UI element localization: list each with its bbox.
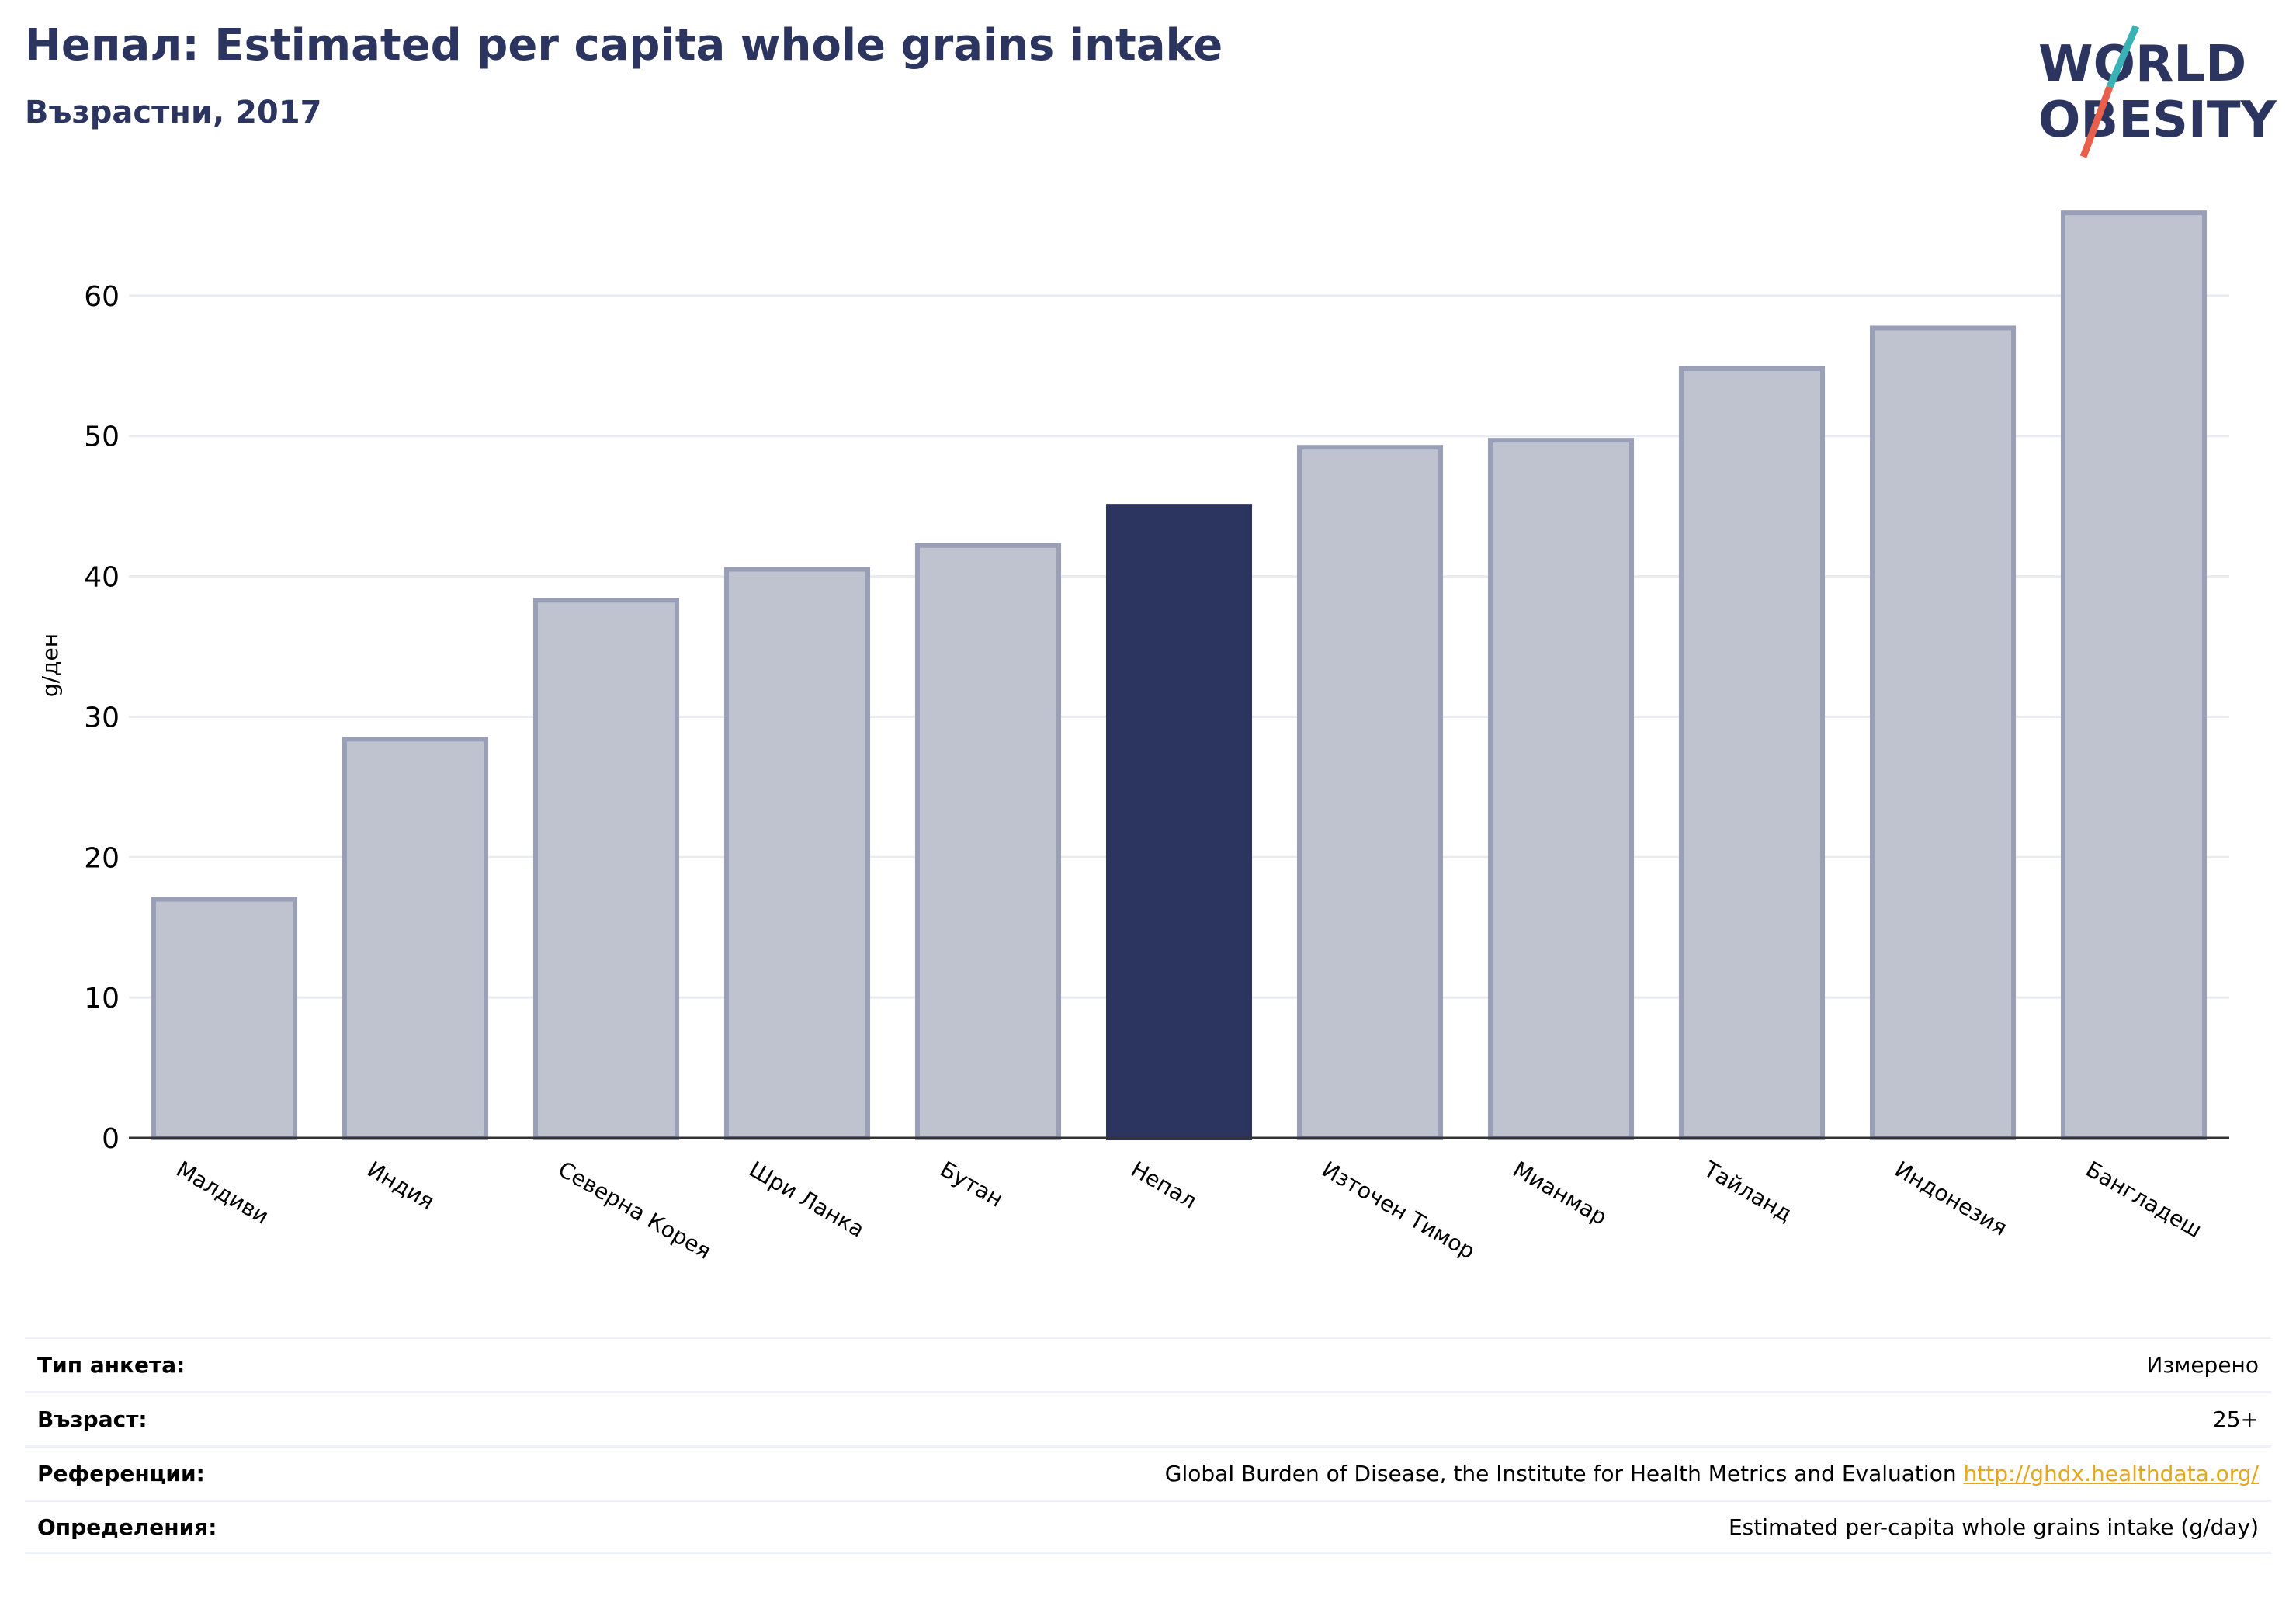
- bar-4[interactable]: [914, 543, 1062, 1140]
- bar-3[interactable]: [723, 567, 871, 1140]
- info-table: Тип анкета: Измерено Възраст: 25+ Рефере…: [25, 1337, 2271, 1554]
- x-tick-label: Индия: [363, 1156, 439, 1214]
- info-label: Тип анкета:: [37, 1352, 186, 1378]
- reference-text: Global Burden of Disease, the Institute …: [1164, 1461, 1957, 1486]
- y-tick-labels: 0 10 20 30 40 50 60: [84, 281, 120, 1155]
- x-tick-labels: Малдиви Индия Северна Корея Шри Ланка Бутан Н…: [172, 1156, 2207, 1264]
- info-value: 25+: [2212, 1406, 2259, 1432]
- bar-chart: 0 10 20 30 40 50 60 Малдиви Индия Северна Корея Ш…: [37, 210, 2229, 1264]
- y-tick-label: 60: [84, 281, 120, 313]
- x-tick-label: Шри Ланка: [745, 1156, 869, 1242]
- x-tick-label: Непал: [1127, 1156, 1202, 1213]
- x-tick-label: Бутан: [936, 1156, 1008, 1212]
- bars: [151, 210, 2208, 1141]
- logo-slash-red: [2079, 85, 2114, 158]
- reference-link[interactable]: http://ghdx.healthdata.org/: [1963, 1461, 2259, 1486]
- world-obesity-logo: WORLD OBESITY: [2038, 25, 2277, 158]
- chart-title: Непал: Estimated per capita whole grains…: [25, 20, 1223, 71]
- x-tick-label: Тайланд: [1699, 1156, 1797, 1227]
- y-tick-label: 50: [84, 421, 120, 453]
- y-tick-label: 20: [84, 842, 120, 874]
- logo-text-obesity: OBESITY: [2038, 92, 2277, 149]
- info-row-definitions: Определения: Estimated per-capita whole …: [25, 1500, 2271, 1554]
- bar-0[interactable]: [151, 897, 298, 1140]
- x-tick-label: Мианмар: [1509, 1156, 1611, 1230]
- x-tick-label: Индонезия: [1891, 1156, 2012, 1240]
- bar-6[interactable]: [1296, 445, 1444, 1140]
- x-tick-label: Източен Тимор: [1318, 1156, 1479, 1264]
- x-tick-label: Бангладеш: [2082, 1156, 2207, 1243]
- bar-1[interactable]: [342, 737, 489, 1140]
- info-label: Определения:: [37, 1514, 217, 1540]
- bar-9[interactable]: [1869, 325, 2017, 1140]
- y-tick-label: 10: [84, 983, 120, 1015]
- y-tick-label: 0: [102, 1123, 120, 1155]
- info-label: Възраст:: [37, 1406, 147, 1432]
- info-label: Референции:: [37, 1461, 205, 1486]
- info-row-references: Референции: Global Burden of Disease, th…: [25, 1445, 2271, 1500]
- chart-subtitle: Възрастни, 2017: [25, 95, 322, 130]
- bar-2[interactable]: [532, 598, 680, 1140]
- info-value: Измерено: [2146, 1352, 2259, 1378]
- bar-8[interactable]: [1678, 366, 1826, 1141]
- info-value-references: Global Burden of Disease, the Institute …: [1165, 1461, 2259, 1486]
- info-row-survey-type: Тип анкета: Измерено: [25, 1337, 2271, 1391]
- bar-7[interactable]: [1487, 438, 1635, 1140]
- info-row-age: Възраст: 25+: [25, 1391, 2271, 1445]
- y-tick-label: 30: [84, 702, 120, 734]
- info-value: Estimated per-capita whole grains intake…: [1728, 1514, 2259, 1540]
- bar-10[interactable]: [2060, 210, 2208, 1140]
- bar-5[interactable]: [1105, 504, 1253, 1140]
- logo-text-world: WORLD: [2038, 36, 2246, 93]
- x-tick-label: Малдиви: [172, 1156, 273, 1229]
- x-tick-label: Северна Корея: [554, 1156, 716, 1264]
- y-axis-label: g/ден: [37, 633, 63, 697]
- logo-slash-teal: [2106, 25, 2140, 88]
- y-tick-label: 40: [84, 562, 120, 594]
